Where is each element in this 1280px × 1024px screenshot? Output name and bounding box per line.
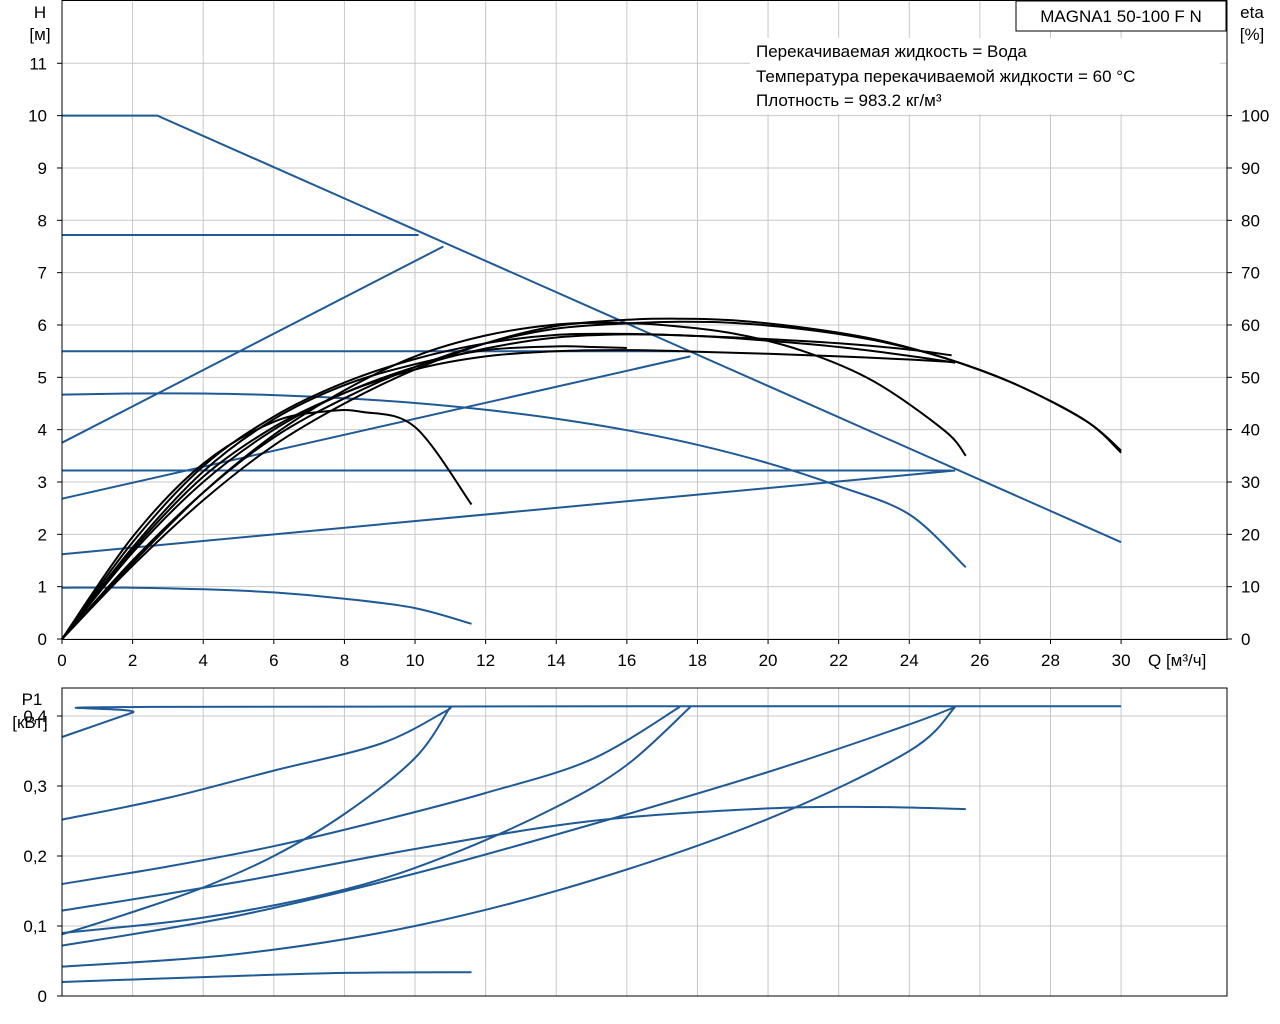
power-y-tick-label: 0,2	[23, 847, 47, 866]
chart-title-box: MAGNA1 50-100 F N	[1015, 0, 1227, 32]
efficiency-curve	[61, 333, 956, 640]
power-curve	[61, 705, 1122, 738]
head-curve	[62, 114, 1122, 544]
y-right-tick-label: 30	[1241, 473, 1260, 492]
efficiency-curve	[61, 408, 473, 640]
power-curve	[61, 706, 452, 936]
head-curve	[61, 392, 967, 569]
y-left-axis-name: H	[34, 3, 46, 22]
efficiency-curve	[61, 349, 956, 640]
power-axis-unit: [кВт]	[12, 713, 47, 732]
y-left-tick-label: 2	[38, 525, 47, 544]
power-curves	[61, 705, 1122, 983]
head-curve	[61, 245, 444, 444]
head-curve	[61, 586, 472, 625]
head-chart-frame	[61, 0, 1228, 640]
power-y-tick-label: 0,3	[23, 777, 47, 796]
power-curve	[61, 805, 966, 912]
y-right-axis-name: eta	[1240, 3, 1264, 22]
y-left-tick-label: 10	[28, 107, 47, 126]
y-left-tick-label: 4	[38, 421, 47, 440]
y-left-tick-label: 9	[38, 159, 47, 178]
x-tick-label: 0	[57, 651, 66, 670]
efficiency-curve	[61, 345, 627, 640]
efficiency-curve	[61, 332, 952, 640]
x-tick-label: 14	[547, 651, 566, 670]
x-tick-label: 24	[900, 651, 919, 670]
power-y-tick-label: 0,1	[23, 917, 47, 936]
efficiency-curve	[61, 320, 1122, 640]
power-curve	[61, 971, 472, 983]
x-tick-label: 18	[688, 651, 707, 670]
y-right-tick-label: 70	[1241, 264, 1260, 283]
x-tick-label: 8	[340, 651, 349, 670]
chart-title: MAGNA1 50-100 F N	[1040, 7, 1202, 26]
y-right-tick-label: 40	[1241, 421, 1260, 440]
x-tick-label: 28	[1041, 651, 1060, 670]
x-axis-label: Q [м³/ч]	[1148, 651, 1206, 670]
power-y-tick-label: 0,4	[23, 707, 47, 726]
y-right-axis-unit: [%]	[1240, 25, 1265, 44]
power-axis-name: P1	[22, 690, 43, 709]
head-curves	[61, 114, 1122, 625]
y-right-tick-label: 100	[1241, 107, 1269, 126]
y-left-axis-unit: [м]	[29, 25, 50, 44]
y-right-tick-label: 60	[1241, 316, 1260, 335]
x-tick-label: 2	[128, 651, 137, 670]
y-right-tick-label: 0	[1241, 630, 1250, 649]
temperature-note: Температура перекачиваемой жидкости = 60…	[756, 67, 1135, 86]
x-tick-label: 4	[198, 651, 207, 670]
y-left-tick-label: 5	[38, 368, 47, 387]
power-curve	[61, 706, 452, 821]
y-left-tick-label: 0	[38, 630, 47, 649]
efficiency-curve	[61, 321, 967, 640]
x-tick-labels: 0 2 4 6 8 10 12 14 16 18 20 22 24 26 28 30	[57, 639, 1131, 670]
y-left-tick-label: 7	[38, 264, 47, 283]
head-curve	[61, 355, 691, 500]
y-left-tick-label: 6	[38, 316, 47, 335]
power-y-tick-labels: 0 0,1 0,2 0,3 0,4	[23, 707, 62, 1006]
power-chart: 0 0,1 0,2 0,3 0,4 P1 [кВт]	[12, 687, 1228, 1006]
y-left-tick-label: 8	[38, 211, 47, 230]
power-curve	[61, 706, 692, 934]
x-tick-label: 16	[617, 651, 636, 670]
head-curve	[61, 469, 956, 556]
power-chart-grid	[61, 688, 1227, 997]
x-tick-label: 6	[269, 651, 278, 670]
power-curve	[61, 705, 956, 947]
y-left-tick-label: 11	[29, 54, 47, 73]
density-note: Плотность = 983.2 кг/м³	[756, 91, 942, 110]
x-tick-label: 30	[1112, 651, 1131, 670]
x-tick-label: 22	[829, 651, 848, 670]
x-tick-label: 12	[476, 651, 495, 670]
x-tick-label: 20	[759, 651, 778, 670]
power-curve	[61, 706, 681, 885]
power-curve	[61, 706, 956, 968]
y-right-tick-label: 20	[1241, 525, 1260, 544]
y-left-tick-label: 3	[38, 473, 47, 492]
fluid-info: Перекачиваемая жидкость = Вода Температу…	[750, 38, 1220, 114]
fluid-note: Перекачиваемая жидкость = Вода	[756, 42, 1027, 61]
power-chart-frame	[61, 687, 1228, 997]
y-right-tick-label: 80	[1241, 211, 1260, 230]
y-left-tick-labels: 0 1 2 3 4 5 6 7 8 9 10 11	[28, 54, 62, 649]
y-right-tick-label: 50	[1241, 368, 1260, 387]
y-right-tick-labels: 0 10 20 30 40 50 60 70 80 90 100	[1227, 107, 1269, 649]
efficiency-curves	[61, 317, 1122, 640]
x-tick-label: 26	[970, 651, 989, 670]
y-left-tick-label: 1	[38, 578, 47, 597]
head-chart: 0 2 4 6 8 10 12 14 16 18 20 22 24 26 28 30 012345678910…	[28, 0, 1269, 670]
power-y-tick-label: 0	[38, 987, 47, 1006]
y-right-tick-label: 10	[1241, 578, 1260, 597]
x-tick-label: 10	[406, 651, 425, 670]
y-right-tick-label: 90	[1241, 159, 1260, 178]
efficiency-curve	[61, 317, 1122, 640]
